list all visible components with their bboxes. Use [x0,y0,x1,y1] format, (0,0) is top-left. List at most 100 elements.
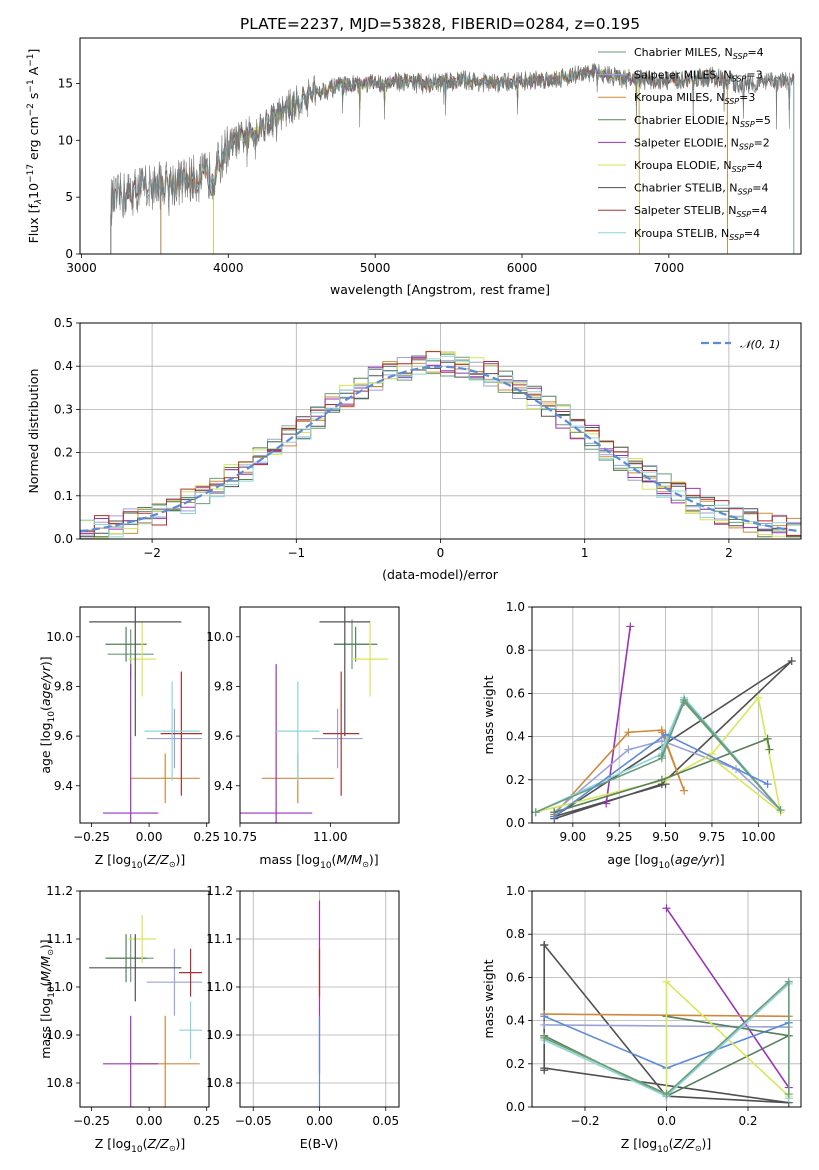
weight-line-chabrier-miles [540,977,793,1099]
point-marker [765,745,774,754]
spectrum-xlabel: wavelength [Angstrom, rest frame] [330,282,550,297]
y-tick-label: 1.0 [506,884,525,898]
x-tick-label: 0.05 [372,1114,399,1128]
legend-label: Chabrier ELODIE, NSSP=5 [634,114,771,129]
y-tick-label: 11.0 [46,980,73,994]
weight-line-salpeter-elodie [602,622,635,808]
point-marker [763,734,772,743]
y-tick-label: 10.8 [206,1076,233,1090]
x-tick-label: 10.00 [741,830,775,844]
point-marker [626,622,635,631]
x-tick-label: 6000 [507,261,538,275]
y-tick-label: 10.9 [46,1028,73,1042]
point-marker [602,799,611,808]
errorbar-salpeter-elodie [103,664,159,823]
point-marker [754,693,763,702]
x-tick-label: −0.25 [73,1114,110,1128]
weight-line-chabrier-miles [532,695,785,817]
spectrum-legend: Chabrier MILES, NSSP=4 Salpeter MILES, NS… [598,46,771,242]
y-tick-label: 9.6 [214,729,233,743]
errorbar-salpeter-elodie [240,664,313,823]
errorbar-kroupa-stelib [144,681,200,781]
weight-vs-age-xlabel: age [log10(age/yr)] [607,852,724,871]
x-tick-label: 9.75 [699,830,726,844]
errorbar-kroupa-elodie [128,621,157,697]
y-tick-label: 0.2 [54,446,73,460]
weight-vs-age-ylabel: mass weight [481,675,496,754]
x-tick-label: −1 [287,546,305,560]
y-tick-label: 1.0 [506,600,525,614]
spectrum-ylabel: Flux [fλ10−17 erg cm−2 s−1 A−1] [26,49,44,244]
point-marker [680,786,689,795]
point-marker [540,1020,549,1029]
x-tick-label: 5000 [360,261,391,275]
age-vs-Z-ylabel: age [log10(age/yr)] [38,656,57,773]
weight-vs-Z-ylabel: mass weight [481,959,496,1038]
point-marker [662,977,671,986]
mass-vs-Z-xlabel: Z [log10(Z/Z⊙)] [95,1136,186,1155]
series-line [554,737,771,813]
errorbar-chabrier-elodie [105,626,147,662]
y-tick-label: 10.9 [206,1028,233,1042]
y-tick-label: 10 [58,133,73,147]
histogram-salpeter-stelib [80,351,801,536]
point-marker [532,808,540,817]
x-tick-label: 3000 [66,261,97,275]
y-tick-label: 10.8 [46,1076,73,1090]
series-line [665,907,790,1089]
point-marker [784,1090,793,1099]
y-tick-label: 0.4 [506,1014,525,1028]
errorbar-salpeter-stelib [323,671,360,796]
errorbar-salpeter-miles [146,948,203,1016]
x-tick-label: 1 [581,546,589,560]
x-tick-label: 7000 [654,261,685,275]
x-tick-label: 9.00 [559,830,586,844]
axes-frame [79,606,210,824]
axes-frame [79,890,210,1108]
y-tick-label: 11.2 [46,884,73,898]
errorbar-kroupa-stelib [179,1001,203,1059]
axes-weight-vs-age: 9.00 9.25 9.50 9.75 10.00 0.0 0.2 0.4 0.6 0.8 1.0 a… [481,600,802,871]
mass-vs-Z-ylabel: mass [log10(M/M⊙)] [38,939,57,1058]
normal-curve [80,365,799,533]
axes-weight-vs-Z: −0.2 0.0 0.2 0.0 0.2 0.4 0.6 0.8 1.0 Z [log10(Z/Z… [481,884,802,1155]
errorbar-salpeter-miles [146,708,203,769]
plot-area-age-vs-mass [240,607,389,823]
observed-spectrum [110,63,794,254]
errorbar-kroupa-elodie [128,915,157,963]
histogram-chabrier-miles [80,356,801,539]
axes-frame [79,37,802,255]
legend-label: Kroupa ELODIE, NSSP=4 [634,159,763,174]
legend-label: Salpeter ELODIE, NSSP=2 [634,136,770,151]
legend-label: Kroupa STELIB, NSSP=4 [634,227,760,242]
series-line [543,942,789,1104]
weight-vs-Z-xlabel: Z [log10(Z/Z⊙)] [621,1136,712,1155]
histogram-kroupa-stelib [80,355,801,538]
errorbar-chabrier-stelib [89,934,182,1002]
legend-label: Chabrier STELIB, NSSP=4 [634,182,768,197]
point-marker [787,657,796,665]
y-tick-label: 0.0 [506,1100,525,1114]
x-tick-label: 2 [725,546,733,560]
point-marker [763,780,772,789]
errorbar-kroupa-miles [130,753,200,804]
x-tick-label: 10.75 [223,830,257,844]
y-tick-label: 9.4 [214,779,233,793]
y-tick-label: 0.5 [54,316,73,330]
y-tick-label: 15 [58,76,73,90]
series-line [535,698,782,813]
y-tick-label: 9.8 [214,679,233,693]
legend-label: Chabrier MILES, NSSP=4 [634,46,764,61]
plot-area-weight-vs-Z [532,891,801,1107]
y-tick-label: 0.4 [506,730,525,744]
errorbar-salpeter-stelib [179,948,203,997]
y-tick-label: 11.1 [206,932,233,946]
point-marker [784,977,793,986]
legend-label: Kroupa MILES, NSSP=3 [634,91,755,106]
residuals-ylabel: Normed distribution [26,369,41,494]
y-tick-label: 9.6 [54,729,73,743]
x-tick-label: 0.2 [738,1114,757,1128]
plot-area-age-vs-Z [89,607,203,823]
plot-area-spectrum [110,62,795,254]
plot-area-residuals [80,323,801,539]
